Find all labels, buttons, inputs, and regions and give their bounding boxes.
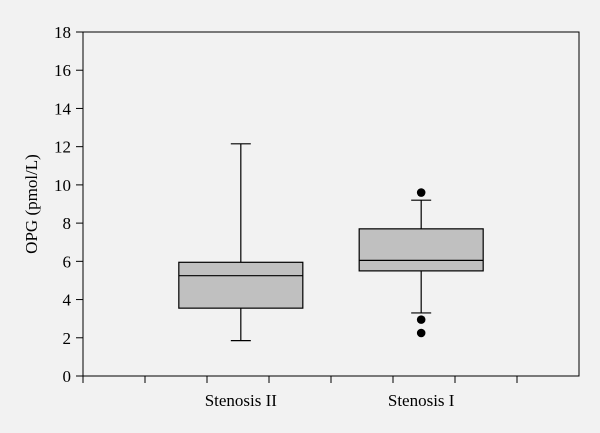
y-tick-label: 16: [54, 61, 71, 80]
box-stenosis-i: [358, 188, 484, 338]
box-series: [178, 143, 484, 342]
y-axis-ticks: 0 2 4 6 8 10 12 14 16 18: [54, 23, 83, 386]
iqr-box: [178, 261, 304, 309]
iqr-box: [358, 228, 484, 272]
y-tick-label: 0: [63, 367, 72, 386]
x-category-label: Stenosis I: [388, 391, 455, 410]
y-tick-label: 10: [54, 176, 71, 195]
y-tick-label: 4: [63, 291, 72, 310]
box-stenosis-ii: [178, 143, 304, 342]
plot-frame: [82, 31, 580, 377]
y-tick-label: 2: [63, 329, 72, 348]
outlier-point: [416, 315, 426, 324]
outlier-point: [416, 188, 426, 197]
y-tick-label: 14: [54, 99, 72, 118]
y-axis-label: OPG (pmol/L): [22, 154, 41, 254]
y-tick-label: 6: [63, 252, 72, 271]
x-axis-ticks: Stenosis II Stenosis I: [82, 376, 518, 410]
y-tick-label: 8: [63, 214, 72, 233]
x-category-label: Stenosis II: [205, 391, 278, 410]
y-tick-label: 12: [54, 138, 71, 157]
y-tick-label: 18: [54, 23, 71, 42]
outlier-point: [416, 328, 426, 338]
